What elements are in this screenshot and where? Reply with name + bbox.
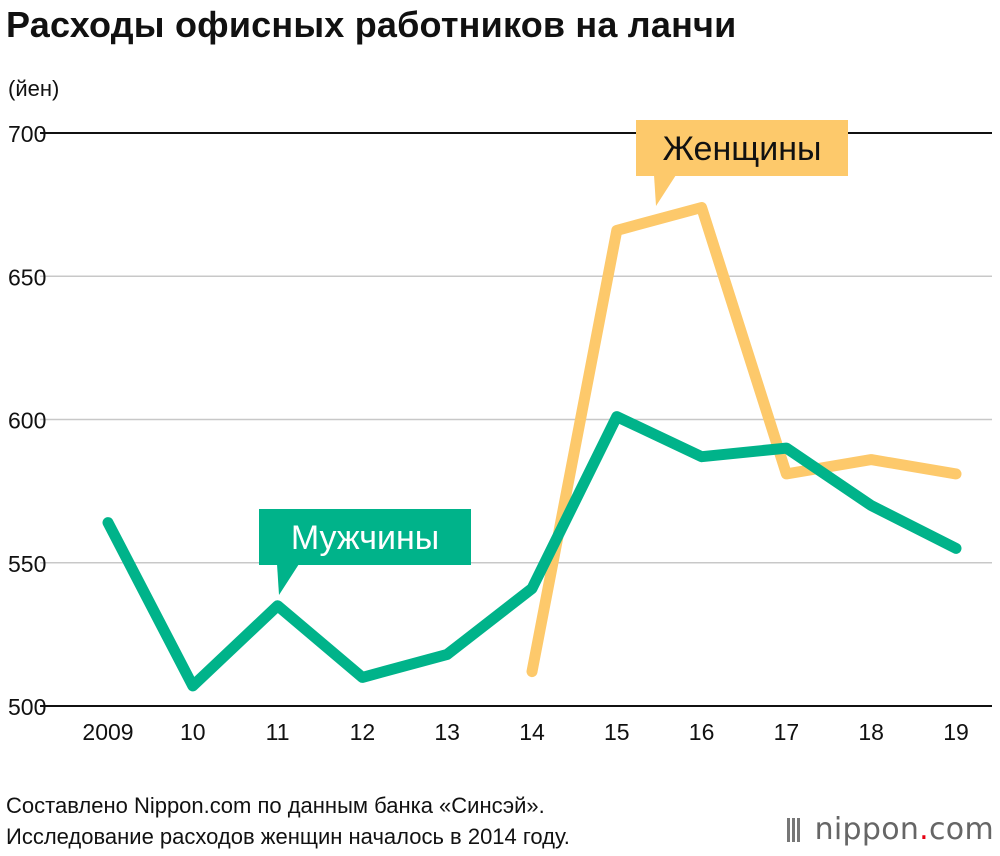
series-label-pointer-women <box>654 175 676 206</box>
series-lines <box>102 202 962 692</box>
series-line-men <box>102 411 962 692</box>
y-tick-label-550: 550 <box>8 551 46 577</box>
series-label-text-men: Мужчины <box>291 519 439 557</box>
x-tick-label-14: 14 <box>519 719 545 745</box>
logo-text: nippon <box>814 812 920 847</box>
y-tick-label-500: 500 <box>8 694 46 720</box>
series-label-women: Женщины <box>636 120 848 206</box>
x-tick-label-15: 15 <box>604 719 630 745</box>
grid-lines <box>40 132 992 707</box>
x-tick-label-13: 13 <box>434 719 460 745</box>
y-axis-unit-label: (йен) <box>8 76 60 101</box>
x-tick-label-12: 12 <box>350 719 376 745</box>
series-label-pointer-men <box>277 564 299 595</box>
x-tick-label-18: 18 <box>858 719 884 745</box>
logo-dot: . <box>919 812 930 847</box>
x-tick-label-10: 10 <box>180 719 206 745</box>
logo-tld: com <box>929 812 994 847</box>
line-chart: 500 550 600 650 700 2009 10 11 12 13 14 15 16 17 18 19… <box>8 120 992 745</box>
x-tick-label-19: 19 <box>943 719 969 745</box>
series-label-men: Мужчины <box>259 509 471 595</box>
series-callouts: Женщины Мужчины <box>259 120 848 595</box>
x-tick-label-17: 17 <box>774 719 800 745</box>
x-tick-label-11: 11 <box>266 719 290 745</box>
logo-mark-icon <box>786 815 809 842</box>
source-note-line-1: Составлено Nippon.com по данным банка «С… <box>6 793 545 818</box>
y-tick-label-650: 650 <box>8 264 46 290</box>
series-label-box-men <box>259 509 471 565</box>
series-label-text-women: Женщины <box>663 130 822 168</box>
nippon-logo: nippon.com <box>786 812 994 847</box>
series-line-women <box>526 202 962 678</box>
source-note-line-2: Исследование расходов женщин началось в … <box>6 824 570 849</box>
x-tick-labels: 2009 10 11 12 13 14 15 16 17 18 19 <box>82 719 968 745</box>
y-tick-label-700: 700 <box>8 121 46 147</box>
source-note: Составлено Nippon.com по данным банка «С… <box>6 790 570 852</box>
y-tick-labels: 500 550 600 650 700 <box>8 121 46 720</box>
x-tick-label-2009: 2009 <box>82 719 133 745</box>
x-tick-label-16: 16 <box>689 719 715 745</box>
y-tick-label-600: 600 <box>8 408 46 434</box>
chart-title: Расходы офисных работников на ланчи <box>6 4 737 45</box>
series-label-box-women <box>636 120 848 176</box>
